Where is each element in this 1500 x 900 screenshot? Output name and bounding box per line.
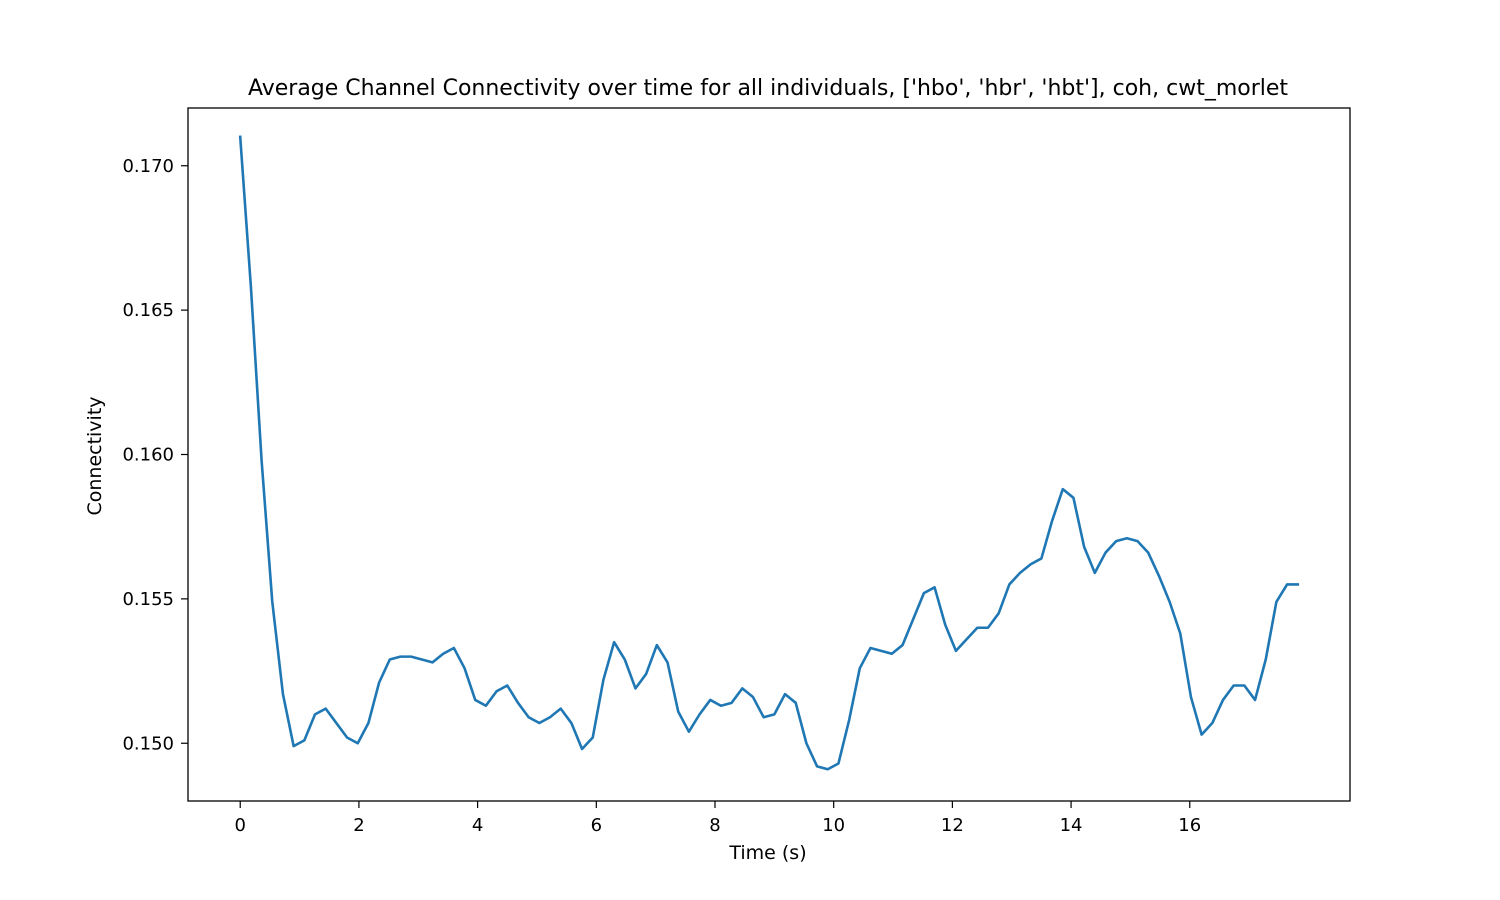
plot-area <box>187 107 1351 802</box>
y-tick-label: 0.160 <box>122 445 174 466</box>
x-tick-label: 2 <box>353 815 364 836</box>
y-tick-label: 0.165 <box>122 300 174 321</box>
series-line <box>238 135 1300 771</box>
y-tick-label: 0.170 <box>122 156 174 177</box>
x-tick-label: 10 <box>822 815 845 836</box>
x-tick-label: 8 <box>709 815 720 836</box>
x-tick-label: 0 <box>234 815 245 836</box>
y-axis: 0.150 0.155 0.160 0.165 0.170 <box>122 156 188 754</box>
x-tick-label: 6 <box>591 815 602 836</box>
plot-frame <box>187 107 1351 802</box>
x-tick-label: 14 <box>1060 815 1083 836</box>
x-axis-label: Time (s) <box>728 842 806 864</box>
x-tick-label: 12 <box>941 815 964 836</box>
x-axis: 0 2 4 6 8 10 12 14 16 <box>234 801 1201 836</box>
y-tick-label: 0.150 <box>122 733 174 754</box>
y-tick-label: 0.155 <box>122 589 174 610</box>
chart-title: Average Channel Connectivity over time f… <box>248 76 1288 101</box>
x-tick-label: 16 <box>1178 815 1201 836</box>
x-tick-label: 4 <box>472 815 483 836</box>
y-axis-label: Connectivity <box>84 396 106 515</box>
